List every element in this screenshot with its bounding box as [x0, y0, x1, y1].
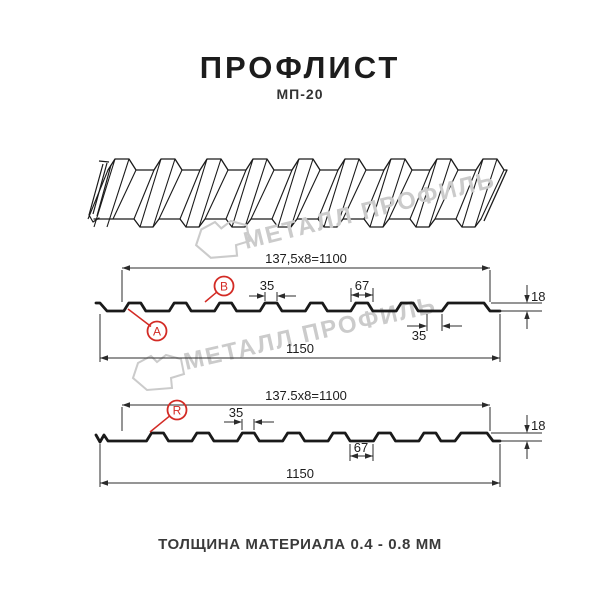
- dim-crest-front: 35: [260, 278, 274, 293]
- marker-r: R: [149, 399, 188, 433]
- marker-a-circle: [146, 320, 168, 342]
- sheet-3d-drawing: [87, 158, 508, 228]
- dim-crest-back: 35: [229, 405, 243, 420]
- dim-rib-bottom-front: 35: [412, 328, 426, 343]
- section-back-geometry: [94, 402, 542, 487]
- marker-b-leader: [204, 291, 217, 303]
- dim-height-front: 18: [531, 289, 545, 304]
- marker-r-circle: [166, 399, 188, 421]
- section-front-view: 137,5x8=1100 35 67 18 35 1150 B A: [94, 251, 545, 362]
- dim-module-front: 137,5x8=1100: [265, 251, 347, 266]
- dim-rib-front: 67: [355, 278, 369, 293]
- section-back-view: 137.5x8=1100 35 67 18 1150 R: [94, 388, 545, 487]
- footer-note: ТОЛЩИНА МАТЕРИАЛА 0.4 - 0.8 ММ: [158, 536, 442, 553]
- dim-height-back: 18: [531, 418, 545, 433]
- marker-b-label: B: [220, 280, 228, 294]
- marker-b: B: [204, 275, 235, 303]
- dim-overall-front: 1150: [286, 341, 314, 356]
- page-title: ПРОФЛИСТ: [199, 50, 401, 85]
- dim-valley-back: 67: [354, 440, 368, 455]
- marker-a-leader: [127, 308, 152, 328]
- marker-b-circle: [213, 275, 235, 297]
- brand-logo-icon: [131, 353, 186, 392]
- dim-module-back: 137.5x8=1100: [265, 388, 347, 403]
- page-subtitle: МП-20: [276, 86, 324, 102]
- brand-logo-icon: [194, 219, 251, 259]
- marker-r-leader: [149, 415, 171, 433]
- section-front-geometry: [94, 265, 542, 362]
- marker-a-label: A: [153, 325, 161, 339]
- marker-r-label: R: [173, 404, 182, 418]
- dim-overall-back: 1150: [286, 466, 314, 481]
- marker-a: A: [127, 308, 168, 342]
